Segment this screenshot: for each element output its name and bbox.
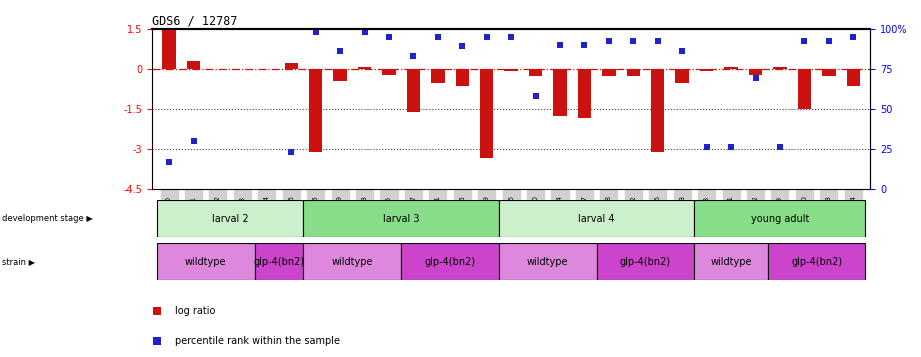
Bar xyxy=(768,243,866,280)
Bar xyxy=(822,69,835,76)
Bar xyxy=(480,69,494,159)
Bar xyxy=(254,243,303,280)
Bar xyxy=(749,69,763,75)
Bar xyxy=(597,243,694,280)
Text: percentile rank within the sample: percentile rank within the sample xyxy=(175,336,340,346)
Bar xyxy=(309,69,322,152)
Text: glp-4(bn2): glp-4(bn2) xyxy=(620,256,671,267)
Bar xyxy=(456,69,469,86)
Text: log ratio: log ratio xyxy=(175,306,216,316)
Bar xyxy=(187,61,200,69)
Bar xyxy=(694,200,866,237)
Bar xyxy=(431,69,445,84)
Text: larval 3: larval 3 xyxy=(383,213,419,224)
Bar xyxy=(626,69,640,76)
Text: young adult: young adult xyxy=(751,213,810,224)
Bar xyxy=(382,69,396,75)
Bar xyxy=(554,69,566,116)
Bar xyxy=(358,66,371,69)
Bar xyxy=(798,69,811,109)
Bar xyxy=(694,243,768,280)
Text: larval 4: larval 4 xyxy=(578,213,615,224)
Bar xyxy=(499,243,597,280)
Text: larval 2: larval 2 xyxy=(212,213,249,224)
Text: strain ▶: strain ▶ xyxy=(2,257,35,266)
Text: glp-4(bn2): glp-4(bn2) xyxy=(425,256,475,267)
Bar xyxy=(162,30,176,69)
Bar xyxy=(724,66,738,69)
Bar xyxy=(303,243,402,280)
Bar xyxy=(157,243,254,280)
Text: development stage ▶: development stage ▶ xyxy=(2,214,93,223)
Bar xyxy=(529,69,542,76)
Text: wildtype: wildtype xyxy=(332,256,373,267)
Bar xyxy=(402,243,499,280)
Bar xyxy=(774,67,787,69)
Text: glp-4(bn2): glp-4(bn2) xyxy=(791,256,842,267)
Bar xyxy=(602,69,615,76)
Bar xyxy=(407,69,420,111)
Bar xyxy=(333,69,347,81)
Text: wildtype: wildtype xyxy=(527,256,568,267)
Bar xyxy=(675,69,689,84)
Bar xyxy=(285,63,298,69)
Bar xyxy=(157,200,303,237)
Bar xyxy=(700,69,714,71)
Bar xyxy=(846,69,860,86)
Bar xyxy=(303,200,499,237)
Text: GDS6 / 12787: GDS6 / 12787 xyxy=(152,14,238,27)
Bar xyxy=(651,69,664,152)
Text: glp-4(bn2): glp-4(bn2) xyxy=(253,256,305,267)
Bar xyxy=(577,69,591,118)
Bar xyxy=(499,200,694,237)
Text: wildtype: wildtype xyxy=(185,256,227,267)
Bar xyxy=(505,69,518,71)
Text: wildtype: wildtype xyxy=(710,256,752,267)
